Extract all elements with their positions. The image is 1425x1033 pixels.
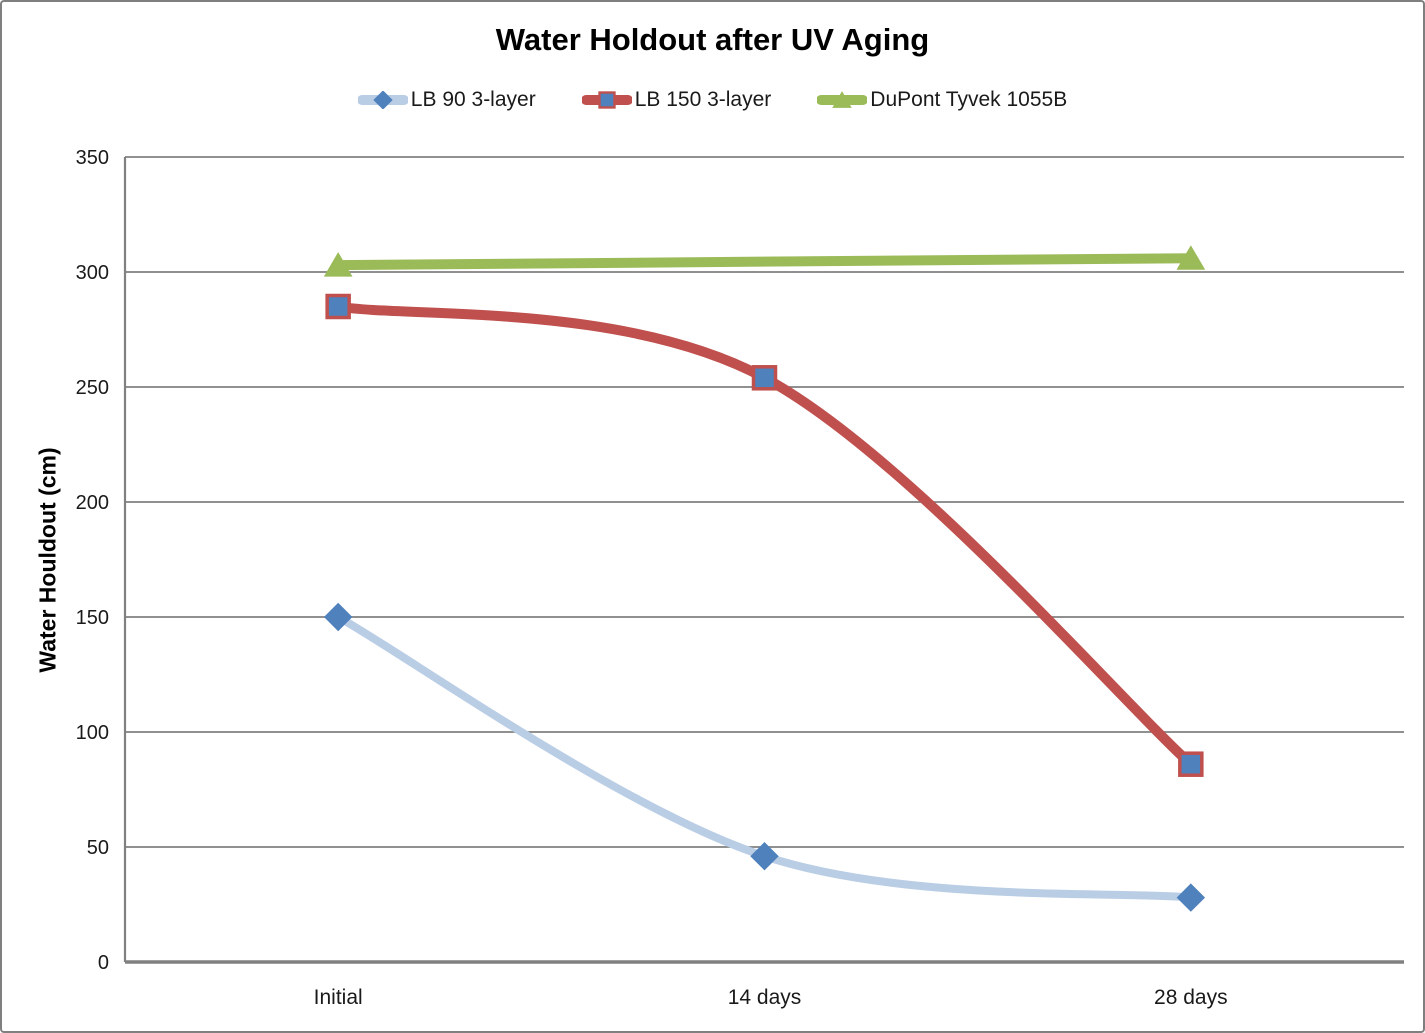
diamond-marker-icon <box>750 841 779 871</box>
x-tick-label: Initial <box>314 986 363 1009</box>
square-marker-icon <box>325 293 351 320</box>
legend-item-tyvek: DuPont Tyvek 1055B <box>817 88 1067 112</box>
diamond-marker-icon <box>1176 883 1206 912</box>
chart-title: Water Holdout after UV Aging <box>495 22 930 57</box>
y-tick-label: 350 <box>76 147 109 169</box>
y-tick-label: 200 <box>76 492 109 514</box>
legend-triangle-icon <box>832 91 853 108</box>
square-marker-icon <box>751 365 778 391</box>
legend-label: LB 150 3-layer <box>634 88 772 111</box>
square-marker-icon <box>1178 751 1204 777</box>
legend-label: DuPont Tyvek 1055B <box>870 88 1068 111</box>
triangle-marker-icon <box>1176 245 1206 270</box>
legend-key-line-diamond-icon <box>357 91 408 109</box>
legend-key-line-triangle-icon <box>817 91 868 108</box>
legend-label: LB 90 3-layer <box>410 88 536 111</box>
triangle-marker-icon <box>323 252 353 277</box>
x-tick-label: 28 days <box>1154 986 1228 1009</box>
legend-item-lb90: LB 90 3-layer <box>357 88 536 112</box>
y-tick-label: 50 <box>87 837 109 859</box>
legend-key-line-square-icon <box>581 91 632 109</box>
y-tick-label: 0 <box>98 952 109 974</box>
series-line-2 <box>333 253 1196 271</box>
legend-item-lb150: LB 150 3-layer <box>581 88 772 112</box>
y-tick-label: 300 <box>76 262 109 284</box>
y-tick-label: 150 <box>76 607 109 629</box>
legend: LB 90 3-layer LB 150 3-layer DuPont Tyve… <box>2 88 1423 112</box>
legend-square-icon <box>598 91 616 109</box>
x-tick-label: 14 days <box>728 986 802 1009</box>
legend-diamond-icon <box>373 91 393 109</box>
diamond-marker-icon <box>323 602 353 632</box>
y-tick-label: 250 <box>76 377 109 399</box>
y-tick-label: 100 <box>76 722 109 744</box>
